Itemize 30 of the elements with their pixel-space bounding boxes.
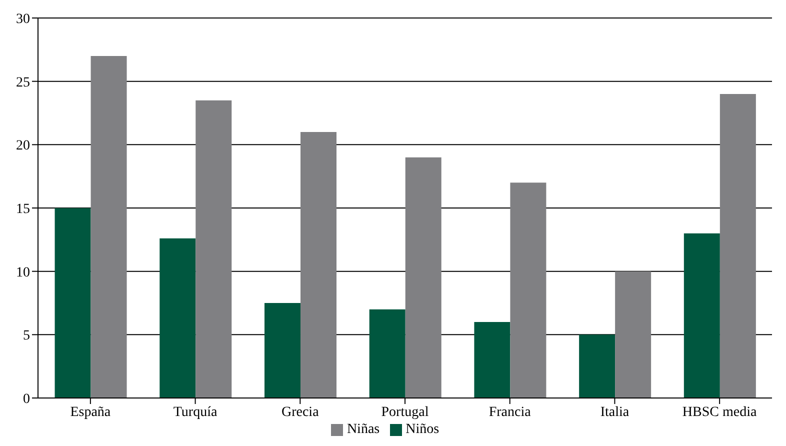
- y-tick-label: 10: [16, 265, 30, 280]
- bar: [369, 309, 406, 398]
- y-tick-label: 15: [16, 202, 30, 217]
- legend-label: Niñas: [346, 422, 380, 437]
- y-tick-label: 5: [23, 328, 30, 344]
- bar: [405, 157, 442, 398]
- bar: [474, 322, 510, 398]
- x-tick-label: HBSC media: [682, 404, 758, 420]
- bar: [720, 94, 756, 398]
- bar: [684, 233, 720, 398]
- bar: [90, 56, 127, 398]
- x-tick-label: Grecia: [281, 404, 320, 420]
- y-tick-label: 25: [16, 75, 30, 90]
- x-tick-label: España: [70, 404, 112, 420]
- bar: [54, 208, 91, 398]
- bar: [300, 132, 336, 398]
- bar: [196, 100, 232, 398]
- y-tick-label: 30: [16, 12, 30, 27]
- x-tick-label: Italia: [600, 404, 630, 420]
- y-tick-label: 20: [16, 138, 30, 154]
- bar: [579, 334, 616, 398]
- x-tick-label: Portugal: [381, 404, 429, 420]
- bar: [510, 182, 546, 398]
- bar: [160, 238, 196, 398]
- x-tick-label: Francia: [488, 404, 532, 420]
- x-tick-label: Turquía: [173, 404, 218, 420]
- bar: [264, 303, 300, 398]
- bar: [615, 271, 652, 398]
- legend-label: Niños: [406, 422, 440, 437]
- y-tick-label: 0: [23, 392, 30, 407]
